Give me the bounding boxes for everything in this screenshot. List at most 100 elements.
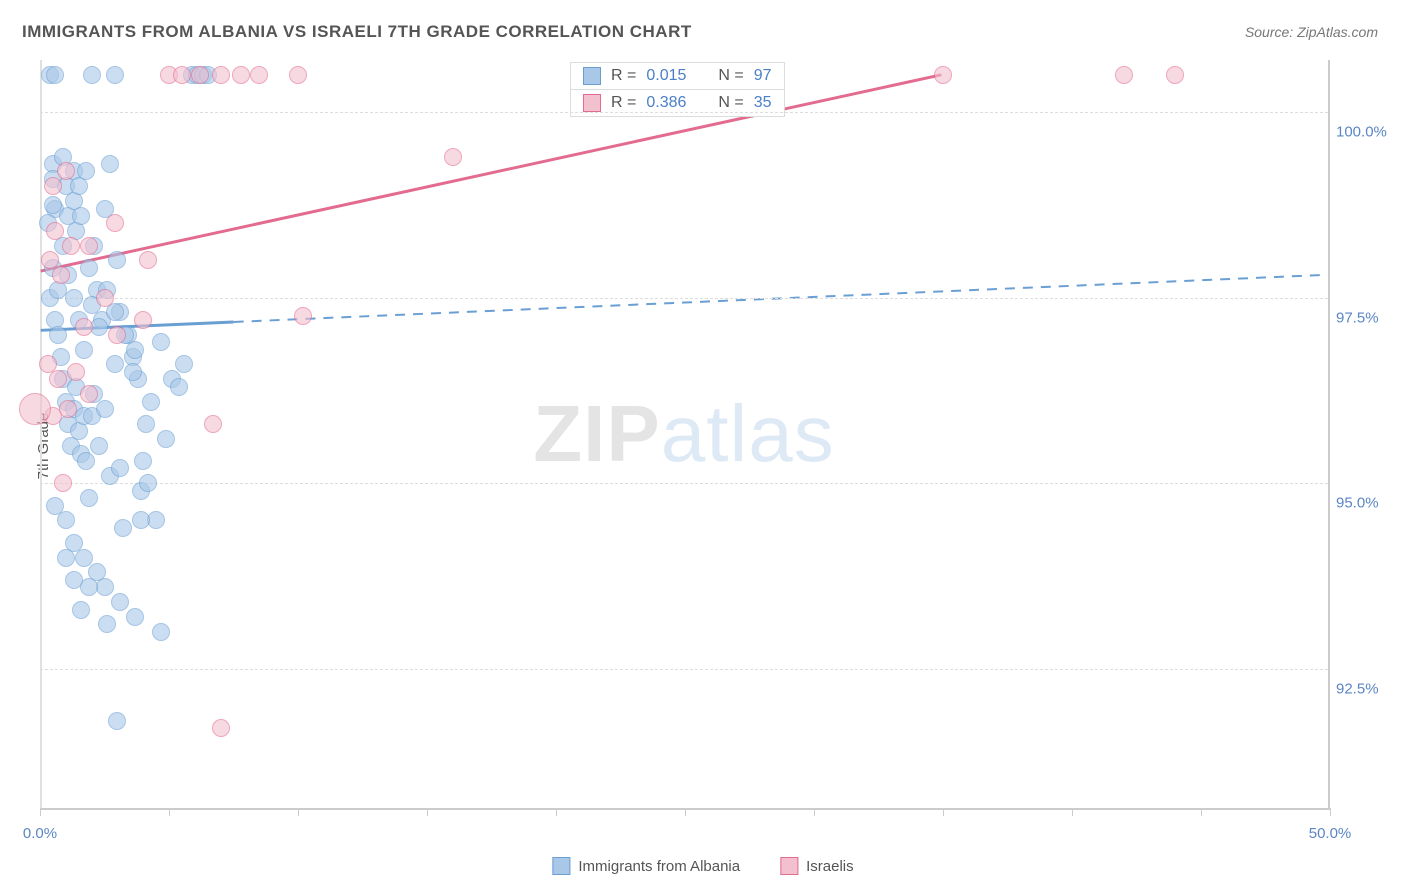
data-point	[65, 289, 83, 307]
data-point	[67, 363, 85, 381]
legend-n-label: N =	[718, 94, 743, 112]
gridline-h	[40, 483, 1328, 484]
data-point	[80, 385, 98, 403]
xtick	[1072, 808, 1073, 816]
trend-lines-svg	[40, 60, 1328, 808]
data-point	[90, 437, 108, 455]
data-point	[96, 289, 114, 307]
legend-r-label: R =	[611, 94, 636, 112]
data-point	[191, 66, 209, 84]
watermark-atlas: atlas	[661, 389, 835, 478]
xtick	[40, 808, 41, 816]
plot-area: ZIPatlas R = 0.015N = 97R = 0.386N = 35 …	[40, 60, 1330, 810]
data-point	[114, 519, 132, 537]
xtick	[1201, 808, 1202, 816]
ytick-label: 100.0%	[1336, 123, 1406, 140]
data-point	[175, 355, 193, 373]
data-point	[83, 66, 101, 84]
data-point	[49, 370, 67, 388]
legend-n-value: 35	[754, 94, 772, 112]
data-point	[65, 571, 83, 589]
data-point	[134, 311, 152, 329]
data-point	[72, 601, 90, 619]
legend-n-label: N =	[718, 67, 743, 85]
data-point	[77, 452, 95, 470]
data-point	[75, 549, 93, 567]
data-point	[147, 511, 165, 529]
data-point	[75, 318, 93, 336]
xtick	[298, 808, 299, 816]
data-point	[250, 66, 268, 84]
data-point	[62, 237, 80, 255]
data-point	[59, 400, 77, 418]
data-point	[80, 259, 98, 277]
data-point	[72, 207, 90, 225]
series-legend-item: Immigrants from Albania	[552, 857, 740, 875]
data-point	[106, 66, 124, 84]
data-point	[44, 196, 62, 214]
trend-line-solid	[41, 75, 942, 271]
data-point	[132, 511, 150, 529]
data-point	[126, 608, 144, 626]
data-point	[52, 266, 70, 284]
data-point	[57, 511, 75, 529]
watermark: ZIPatlas	[533, 388, 834, 480]
legend-n-value: 97	[754, 67, 772, 85]
data-point	[80, 578, 98, 596]
data-point	[46, 497, 64, 515]
chart-title: IMMIGRANTS FROM ALBANIA VS ISRAELI 7TH G…	[22, 22, 692, 42]
data-point	[41, 251, 59, 269]
data-point	[152, 333, 170, 351]
data-point	[111, 593, 129, 611]
plot-left-border	[40, 60, 42, 808]
data-point	[111, 459, 129, 477]
data-point	[152, 623, 170, 641]
data-point	[157, 430, 175, 448]
data-point	[139, 474, 157, 492]
source-name: ZipAtlas.com	[1297, 24, 1378, 40]
watermark-zip: ZIP	[533, 389, 660, 478]
data-point	[934, 66, 952, 84]
xtick	[1330, 808, 1331, 816]
data-point	[96, 400, 114, 418]
data-point	[134, 452, 152, 470]
legend-r-value: 0.015	[646, 67, 686, 85]
xtick	[943, 808, 944, 816]
gridline-h	[40, 298, 1328, 299]
data-point	[106, 303, 124, 321]
series-legend: Immigrants from AlbaniaIsraelis	[552, 857, 853, 875]
data-point	[46, 66, 64, 84]
ytick-label: 92.5%	[1336, 680, 1406, 697]
data-point	[137, 415, 155, 433]
data-point	[98, 615, 116, 633]
legend-r-label: R =	[611, 67, 636, 85]
data-point	[1166, 66, 1184, 84]
data-point	[46, 222, 64, 240]
data-point	[44, 177, 62, 195]
data-point	[101, 155, 119, 173]
data-point	[106, 355, 124, 373]
data-point	[173, 66, 191, 84]
data-point	[1115, 66, 1133, 84]
xtick	[169, 808, 170, 816]
data-point	[444, 148, 462, 166]
data-point	[80, 237, 98, 255]
data-point	[57, 162, 75, 180]
data-point	[170, 378, 188, 396]
xtick	[685, 808, 686, 816]
data-point	[96, 578, 114, 596]
xtick-label: 0.0%	[23, 825, 57, 842]
data-point	[106, 214, 124, 232]
data-point	[57, 549, 75, 567]
legend-swatch	[552, 857, 570, 875]
series-label: Immigrants from Albania	[578, 858, 740, 875]
gridline-h	[40, 112, 1328, 113]
legend-swatch	[583, 67, 601, 85]
source-credit: Source: ZipAtlas.com	[1245, 24, 1378, 40]
gridline-h	[40, 669, 1328, 670]
legend-r-value: 0.386	[646, 94, 686, 112]
xtick	[427, 808, 428, 816]
data-point	[108, 326, 126, 344]
data-point	[212, 719, 230, 737]
data-point	[108, 251, 126, 269]
